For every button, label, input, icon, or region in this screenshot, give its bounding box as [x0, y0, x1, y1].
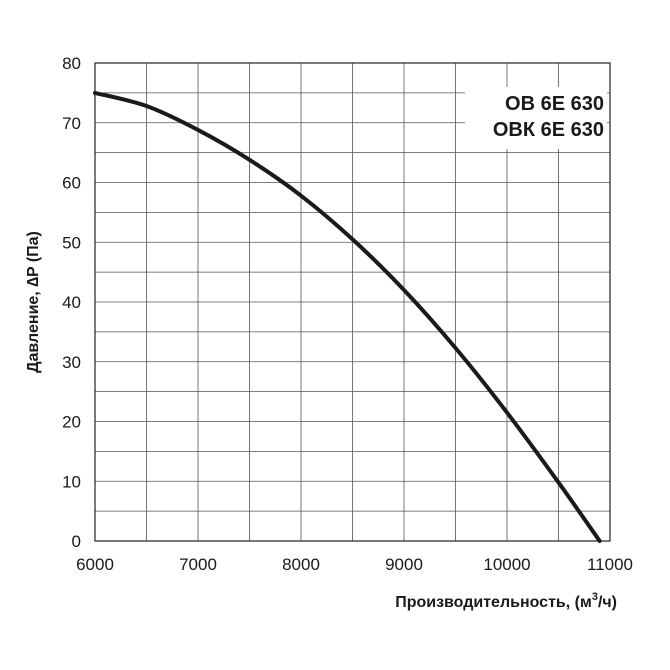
plot-frame [94, 62, 611, 542]
model-label: ОВК 6Е 630 [493, 119, 604, 141]
model-labels: ОВ 6Е 630 ОВК 6Е 630 [465, 87, 607, 149]
y-tick-label: 60 [62, 174, 81, 193]
y-tick-label: 0 [72, 532, 81, 551]
x-tick-label: 9000 [385, 555, 423, 574]
y-tick-label: 30 [62, 353, 81, 372]
x-axis-title-main: Производительность, (м [395, 594, 592, 611]
y-tick-label: 70 [62, 114, 81, 133]
y-tick-labels: 0 10 20 30 40 50 60 70 80 [62, 54, 81, 551]
y-tick-label: 20 [62, 413, 81, 432]
y-tick-label: 40 [62, 293, 81, 312]
x-axis-title-tail: /ч) [598, 594, 617, 611]
performance-curve [93, 90, 602, 543]
y-axis-title: Давление, ∆P (Па) [25, 231, 42, 373]
x-tick-labels: 6000 7000 8000 9000 10000 11000 [76, 555, 633, 574]
x-tick-label: 11000 [587, 555, 633, 574]
y-tick-label: 10 [62, 472, 81, 491]
x-tick-label: 10000 [483, 555, 530, 574]
model-labels-background [465, 87, 607, 149]
x-tick-label: 7000 [179, 555, 217, 574]
x-axis-title-sup: 3 [592, 591, 598, 603]
model-label: ОВ 6Е 630 [505, 93, 604, 115]
y-tick-label: 50 [62, 233, 81, 252]
x-axis-title: Производительность, (м3/ч) [395, 591, 617, 611]
x-tick-label: 8000 [282, 555, 320, 574]
y-tick-label: 80 [62, 54, 81, 73]
x-tick-label: 6000 [76, 555, 114, 574]
